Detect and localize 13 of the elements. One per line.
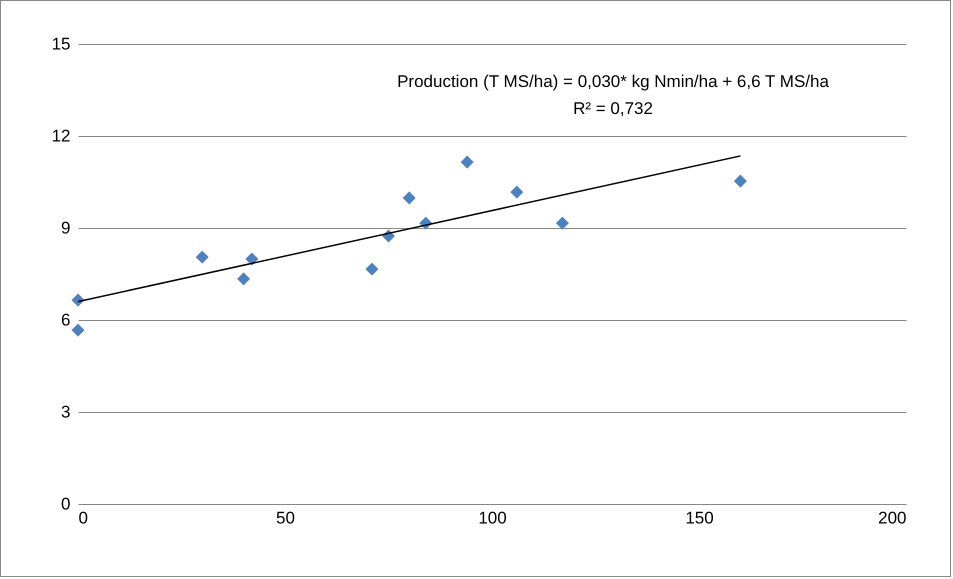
annotation: R² = 0,732 (573, 99, 653, 118)
x-tick-label: 150 (685, 508, 714, 528)
y-tick-label: 12 (52, 126, 70, 146)
y-tick-label: 9 (61, 218, 70, 238)
x-tick-label: 100 (478, 508, 507, 528)
x-tick-label: 0 (78, 508, 88, 528)
x-tick-label: 50 (276, 508, 295, 528)
x-tick-label: 200 (878, 508, 906, 528)
annotation: Production (T MS/ha) = 0,030* kg Nmin/ha + 6,6 T MS/ha (397, 72, 830, 91)
y-tick-label: 6 (61, 310, 70, 330)
y-tick-label: 3 (61, 402, 70, 422)
y-tick-label: 15 (52, 34, 70, 54)
y-tick-label: 0 (61, 494, 70, 514)
